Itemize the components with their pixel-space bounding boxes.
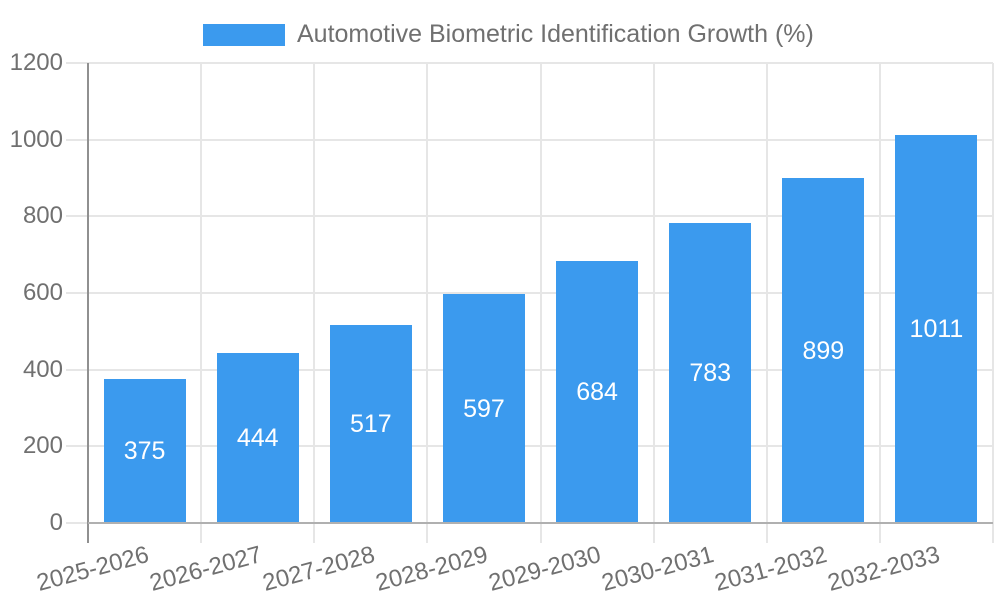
- bar-value-label: 375: [123, 437, 166, 466]
- x-tick-mark: [539, 523, 542, 543]
- y-axis-tick-label: 1200: [9, 49, 63, 76]
- chart-legend: Automotive Biometric Identification Grow…: [203, 20, 814, 49]
- bar-value-label: 1011: [909, 315, 964, 344]
- bar: [556, 260, 639, 522]
- bar: [782, 178, 865, 522]
- bar-value-label: 517: [349, 409, 392, 438]
- y-axis-tick-label: 400: [22, 355, 63, 383]
- y-tick-mark: [66, 215, 88, 218]
- legend-swatch: [203, 23, 285, 46]
- bar: [895, 135, 978, 522]
- x-gridline: [200, 63, 203, 523]
- bar: [329, 324, 412, 522]
- bar-value-label: 684: [576, 377, 618, 406]
- y-tick-mark: [66, 62, 88, 64]
- y-tick-mark: [66, 368, 88, 371]
- x-gridline: [765, 63, 768, 523]
- bar: [442, 294, 525, 522]
- bar-value-label: 597: [463, 394, 505, 423]
- y-tick-mark: [66, 138, 88, 141]
- bar-value-label: 783: [689, 358, 732, 387]
- y-tick-mark: [66, 522, 88, 524]
- y-tick-mark: [66, 292, 88, 294]
- bar: [103, 379, 186, 522]
- y-axis-tick-label: 800: [22, 202, 63, 230]
- x-gridline: [652, 63, 655, 523]
- x-gridline: [426, 63, 429, 523]
- x-tick-mark: [992, 523, 994, 543]
- x-tick-mark: [313, 523, 316, 543]
- x-tick-mark: [878, 523, 881, 543]
- y-axis-line: [87, 63, 89, 543]
- x-gridline: [539, 63, 542, 523]
- x-gridline: [313, 63, 316, 523]
- x-tick-mark: [200, 523, 203, 543]
- x-tick-mark: [426, 523, 429, 543]
- bar-value-label: 899: [802, 336, 845, 365]
- y-axis-tick-label: 600: [22, 279, 63, 306]
- bar: [216, 352, 299, 522]
- x-gridline: [992, 63, 994, 523]
- y-axis-tick-label: 200: [22, 432, 63, 460]
- legend-label: Automotive Biometric Identification Grow…: [297, 20, 814, 48]
- x-tick-mark: [765, 523, 768, 543]
- x-axis-line: [88, 522, 993, 524]
- y-axis-tick-label: 1000: [9, 125, 63, 153]
- y-axis-tick-label: 0: [49, 509, 63, 536]
- y-tick-mark: [66, 445, 88, 448]
- bar: [669, 222, 752, 522]
- x-gridline: [878, 63, 881, 523]
- x-tick-mark: [652, 523, 655, 543]
- bar-value-label: 444: [236, 423, 279, 452]
